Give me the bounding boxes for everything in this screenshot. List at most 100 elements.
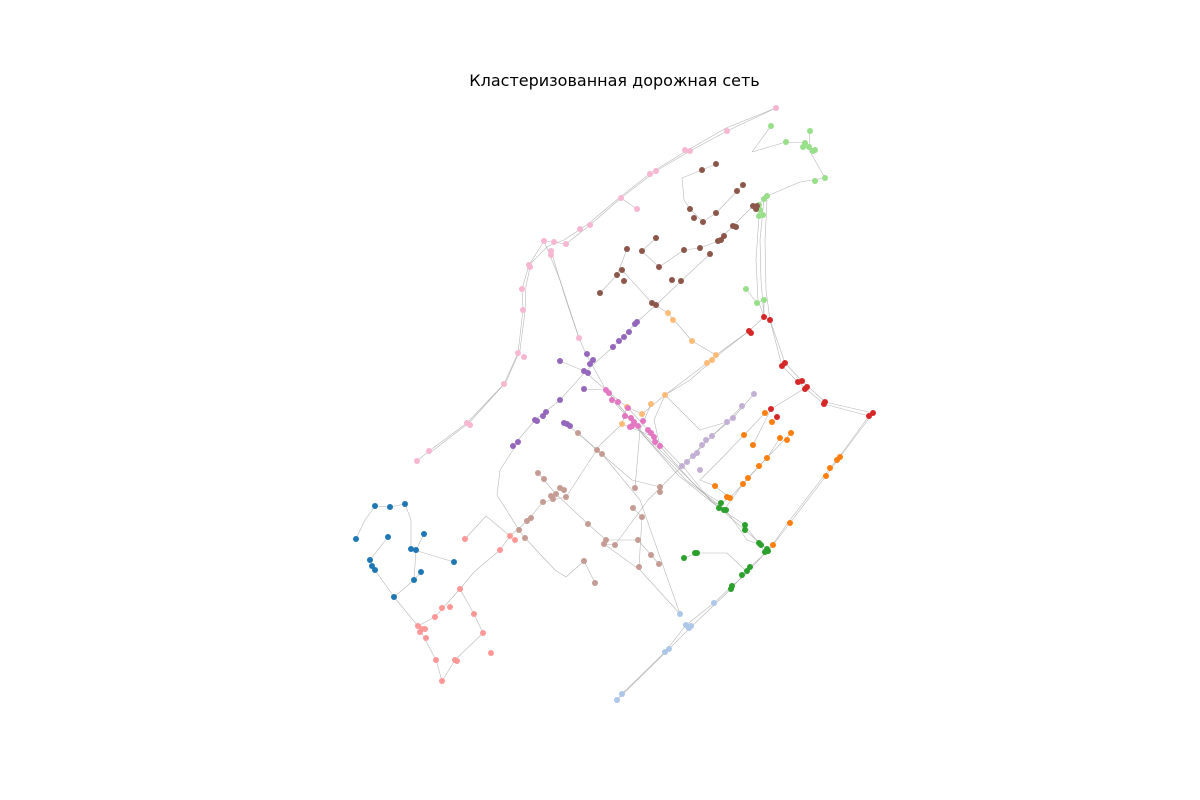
cluster-node <box>810 148 816 154</box>
cluster-node <box>764 455 770 461</box>
road-edge <box>695 552 751 571</box>
cluster-node <box>647 171 653 177</box>
cluster-node <box>799 378 805 384</box>
cluster-node <box>585 370 591 376</box>
cluster-node <box>585 521 591 527</box>
road-edge <box>723 432 792 511</box>
cluster-node <box>656 561 662 567</box>
cluster-node <box>756 463 762 469</box>
cluster-node <box>497 547 503 553</box>
cluster-node <box>592 580 598 586</box>
cluster-node <box>575 430 581 436</box>
cluster-node <box>651 434 657 440</box>
cluster-node <box>656 264 662 270</box>
road-edge <box>374 503 455 563</box>
cluster-node <box>557 358 563 364</box>
cluster-node <box>541 476 547 482</box>
cluster-node <box>699 167 705 173</box>
cluster-node <box>713 161 719 167</box>
cluster-node <box>681 247 687 253</box>
cluster-node <box>866 413 872 419</box>
cluster-node <box>501 381 507 387</box>
road-edge <box>653 330 768 550</box>
cluster-node <box>748 330 754 336</box>
cluster-12 <box>603 387 663 449</box>
cluster-node <box>387 504 393 510</box>
cluster-node <box>540 413 546 419</box>
cluster-node <box>821 401 827 407</box>
cluster-node <box>723 507 729 513</box>
road-edge <box>577 432 681 615</box>
cluster-node <box>512 537 518 543</box>
cluster-node <box>632 321 638 327</box>
road-edge <box>641 205 754 268</box>
cluster-node <box>426 448 432 454</box>
cluster-node <box>648 401 654 407</box>
cluster-node <box>787 520 793 526</box>
cluster-node <box>687 206 693 212</box>
road-edge <box>619 415 870 698</box>
cluster-node <box>615 399 621 405</box>
cluster-node <box>690 453 696 459</box>
cluster-node <box>744 568 750 574</box>
cluster-node <box>700 219 706 225</box>
cluster-node <box>739 403 745 409</box>
road-edge <box>620 197 638 210</box>
cluster-node <box>682 147 688 153</box>
cluster-node <box>634 206 640 212</box>
cluster-node <box>418 569 424 575</box>
cluster-node <box>522 535 528 541</box>
cluster-node <box>806 144 812 150</box>
cluster-node <box>553 491 559 497</box>
cluster-node <box>439 605 445 611</box>
cluster-node <box>728 586 734 592</box>
cluster-node <box>576 335 582 341</box>
cluster-0 <box>353 501 457 600</box>
cluster-node <box>581 386 587 392</box>
cluster-node <box>724 419 730 425</box>
cluster-node <box>677 611 683 617</box>
cluster-node <box>619 421 625 427</box>
cluster-node <box>688 623 694 629</box>
cluster-7 <box>415 533 518 684</box>
road-edge <box>417 354 717 682</box>
cluster-node <box>587 361 593 367</box>
cluster-node <box>713 210 719 216</box>
cluster-node <box>597 290 603 296</box>
cluster-node <box>724 128 730 134</box>
road-edge <box>416 107 777 462</box>
cluster-node <box>662 392 668 398</box>
chart-title: Кластеризованная дорожная сеть <box>469 71 760 90</box>
cluster-node <box>711 600 717 606</box>
cluster-node <box>621 278 627 284</box>
cluster-node <box>619 691 625 697</box>
cluster-node <box>751 391 757 397</box>
cluster-node <box>457 586 463 592</box>
cluster-node <box>697 245 703 251</box>
cluster-node <box>779 363 785 369</box>
cluster-node <box>745 475 751 481</box>
cluster-node <box>653 235 659 241</box>
cluster-node <box>716 505 722 511</box>
cluster-node <box>804 384 810 390</box>
cluster-node <box>587 222 593 228</box>
cluster-node <box>629 423 635 429</box>
cluster-node <box>515 439 521 445</box>
cluster-node <box>712 483 718 489</box>
road-edge <box>355 505 376 540</box>
cluster-node <box>697 467 703 473</box>
cluster-node <box>662 649 668 655</box>
cluster-node <box>625 405 631 411</box>
cluster-node <box>733 224 739 230</box>
cluster-node <box>612 542 618 548</box>
cluster-node <box>467 422 473 428</box>
cluster-node <box>834 457 840 463</box>
road-edge <box>764 199 870 417</box>
cluster-node <box>353 536 359 542</box>
cluster-node <box>541 238 547 244</box>
cluster-node <box>610 344 616 350</box>
cluster-11 <box>516 430 663 586</box>
cluster-node <box>704 360 710 366</box>
cluster-node <box>423 635 429 641</box>
cluster-node <box>742 527 748 533</box>
